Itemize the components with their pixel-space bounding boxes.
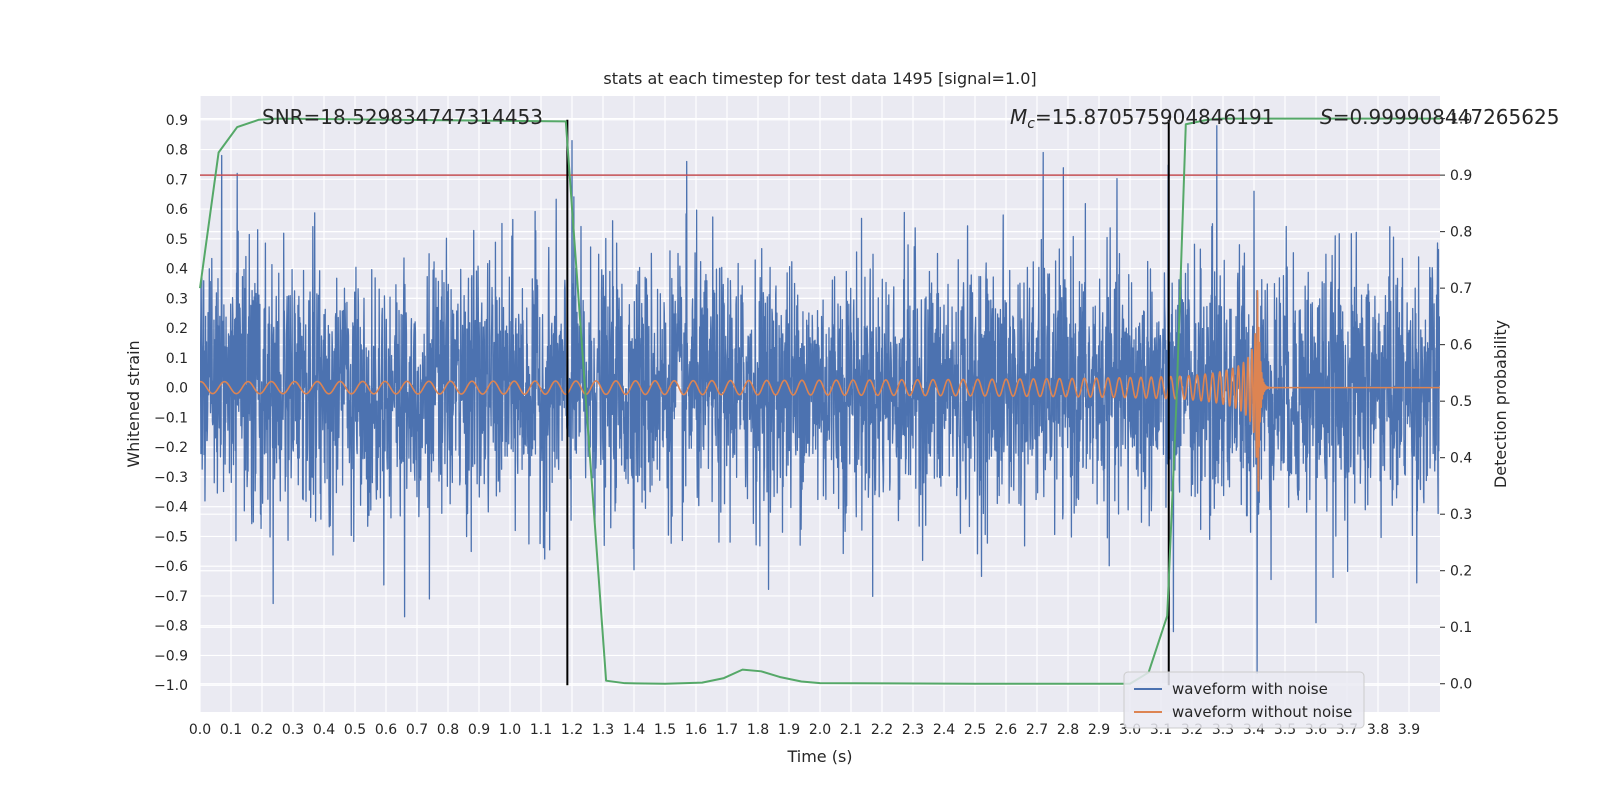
y2-tick-label: 0.1 [1450, 620, 1472, 636]
s-value: =0.999908447265625 [1333, 105, 1560, 129]
y-tick-label: 0.4 [166, 262, 188, 278]
x-tick-label: 2.7 [1026, 722, 1048, 738]
x-tick-label: 2.8 [1057, 722, 1079, 738]
s-symbol: S [1320, 105, 1333, 129]
legend-entry: waveform with noise [1172, 680, 1328, 698]
x-tick-label: 2.0 [809, 722, 831, 738]
y2-tick-label: 0.0 [1450, 677, 1472, 693]
y-tick-label: −0.9 [154, 648, 188, 664]
series-line-detection-probability [199, 117, 1440, 685]
y2-tick-label: 0.5 [1450, 394, 1472, 410]
x-tick-label: 0.2 [251, 722, 273, 738]
x-tick-label: 1.3 [592, 722, 614, 738]
y-tick-label: −0.3 [154, 470, 188, 486]
x-tick-label: 0.4 [313, 722, 335, 738]
y-tick-label: 0.1 [166, 351, 188, 367]
x-tick-label: 0.6 [375, 722, 397, 738]
x-tick-label: 2.3 [902, 722, 924, 738]
y-tick-label: −0.7 [154, 589, 188, 605]
chirp-mass-annotation: Mc=15.870575904846191 [1010, 105, 1274, 132]
y-tick-label: 0.2 [166, 321, 188, 337]
y-tick-label: −0.1 [154, 410, 188, 426]
x-tick-label: 2.9 [1088, 722, 1110, 738]
x-tick-label: 1.4 [623, 722, 645, 738]
mc-symbol: M [1010, 105, 1027, 129]
x-tick-label: 2.1 [840, 722, 862, 738]
y2-tick-label: 1.0 [1450, 112, 1472, 128]
y-tick-label: 0.7 [166, 172, 188, 188]
y2-axis-ticks: 0.0 0.1 0.2 0.3 0.4 0.5 0.6 0.7 0.8 0.9 1.0 [1440, 112, 1472, 693]
x-tick-label: 0.5 [344, 722, 366, 738]
x-tick-label: 1.6 [685, 722, 707, 738]
x-tick-label: 0.1 [220, 722, 242, 738]
chart-title: stats at each timestep for test data 149… [603, 69, 1036, 88]
legend-box [1123, 671, 1365, 729]
x-tick-label: 2.5 [964, 722, 986, 738]
x-tick-label: 0.9 [468, 722, 490, 738]
y2-tick-label: 0.9 [1450, 168, 1472, 184]
y-tick-label: −0.5 [154, 529, 188, 545]
y-tick-label: 0.5 [166, 232, 188, 248]
y-tick-label: 0.8 [166, 143, 188, 159]
y-tick-label: −0.2 [154, 440, 188, 456]
x-tick-label: 0.8 [437, 722, 459, 738]
y2-tick-label: 0.3 [1450, 507, 1472, 523]
y2-tick-label: 0.8 [1450, 225, 1472, 241]
x-tick-label: 2.6 [995, 722, 1017, 738]
x-tick-label: 1.7 [716, 722, 738, 738]
y-tick-label: −0.6 [154, 559, 188, 575]
x-tick-label: 1.8 [747, 722, 769, 738]
series-line-with-noise [200, 125, 1440, 674]
x-tick-label: 3.9 [1398, 722, 1420, 738]
x-tick-label: 2.4 [933, 722, 955, 738]
y-axis-label: Whitened strain [124, 340, 143, 467]
y2-tick-label: 0.7 [1450, 281, 1472, 297]
mc-value: =15.870575904846191 [1035, 105, 1274, 129]
x-tick-label: 3.8 [1367, 722, 1389, 738]
mc-subscript: c [1027, 116, 1035, 132]
y-axis-ticks: −1.0 −0.9 −0.8 −0.7 −0.6 −0.5 −0.4 −0.3 −0.2 −0.1… [154, 113, 188, 694]
x-tick-label: 2.2 [871, 722, 893, 738]
y2-tick-label: 0.2 [1450, 564, 1472, 580]
x-tick-label: 0.3 [282, 722, 304, 738]
y-tick-label: 0.0 [166, 381, 188, 397]
x-tick-label: 1.9 [778, 722, 800, 738]
x-tick-label: 0.7 [406, 722, 428, 738]
x-tick-label: 1.2 [561, 722, 583, 738]
snr-annotation: SNR=18.529834747314453 [262, 105, 543, 129]
y-tick-label: 0.9 [166, 113, 188, 129]
y-tick-label: −0.8 [154, 619, 188, 635]
score-annotation: S=0.999908447265625 [1320, 105, 1559, 129]
x-tick-label: 1.0 [499, 722, 521, 738]
series-line-without-noise [200, 289, 1440, 492]
y-tick-label: 0.6 [166, 202, 188, 218]
y2-tick-label: 0.6 [1450, 338, 1472, 354]
legend-entry: waveform without noise [1172, 703, 1352, 721]
y-tick-label: −0.4 [154, 500, 188, 516]
legend: waveform with noise waveform without nois… [1123, 671, 1365, 729]
x-tick-label: 1.1 [530, 722, 552, 738]
x-axis-label: Time (s) [786, 747, 852, 766]
x-tick-label: 0.0 [189, 722, 211, 738]
y2-tick-label: 0.4 [1450, 451, 1472, 467]
x-tick-label: 1.5 [654, 722, 676, 738]
y2-axis-label: Detection probability [1491, 320, 1510, 488]
y-tick-label: 0.3 [166, 291, 188, 307]
y-tick-label: −1.0 [154, 678, 188, 694]
